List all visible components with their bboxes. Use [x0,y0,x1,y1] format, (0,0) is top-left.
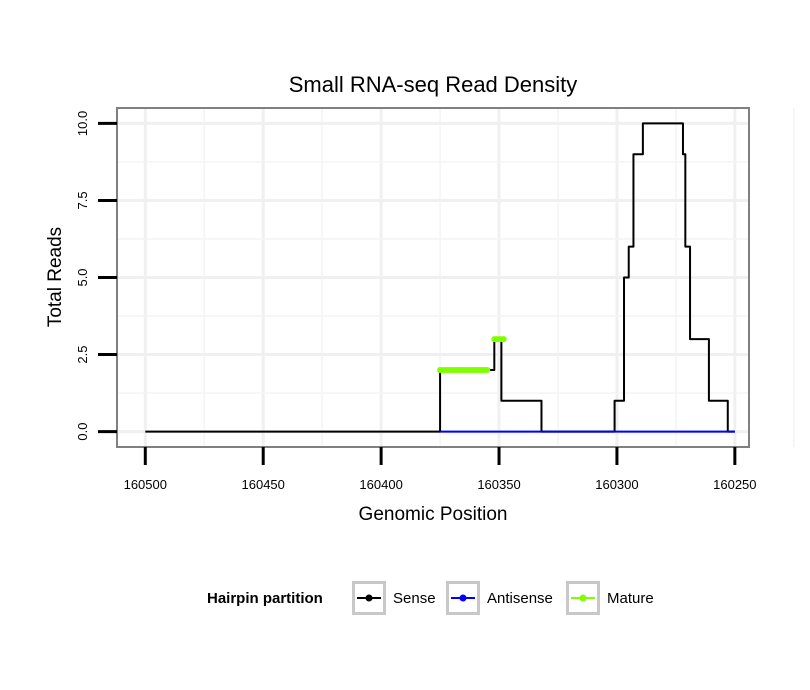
y-tick-label: 0.0 [75,423,90,441]
legend-label-antisense: Antisense [487,590,553,607]
legend-label-mature: Mature [607,590,654,607]
x-axis-title: Genomic Position [359,504,508,525]
y-tick-label: 7.5 [75,191,90,209]
chart-title: Small RNA-seq Read Density [289,72,578,97]
x-axis: 160500 160450 160400 160350 160300 160250 [124,447,757,492]
x-tick-label: 160300 [595,477,638,492]
y-axis: 0.0 2.5 5.0 7.5 10.0 [75,111,117,441]
y-tick-label: 10.0 [75,111,90,136]
grid [117,108,795,447]
legend-key-point-antisense [459,594,467,602]
y-axis-title: Total Reads [45,227,66,327]
legend: Hairpin partition Sense Antisense Mature [207,581,654,615]
y-tick-label: 5.0 [75,268,90,286]
x-tick-label: 160350 [477,477,520,492]
x-tick-label: 160450 [242,477,285,492]
legend-key-point-mature [579,594,587,602]
x-tick-label: 160400 [359,477,402,492]
series-layer [145,122,735,433]
x-tick-label: 160250 [713,477,756,492]
y-tick-label: 2.5 [75,346,90,364]
legend-label-sense: Sense [393,590,436,607]
legend-title: Hairpin partition [207,590,323,607]
x-tick-label: 160500 [124,477,167,492]
legend-key-point-sense [365,594,373,602]
